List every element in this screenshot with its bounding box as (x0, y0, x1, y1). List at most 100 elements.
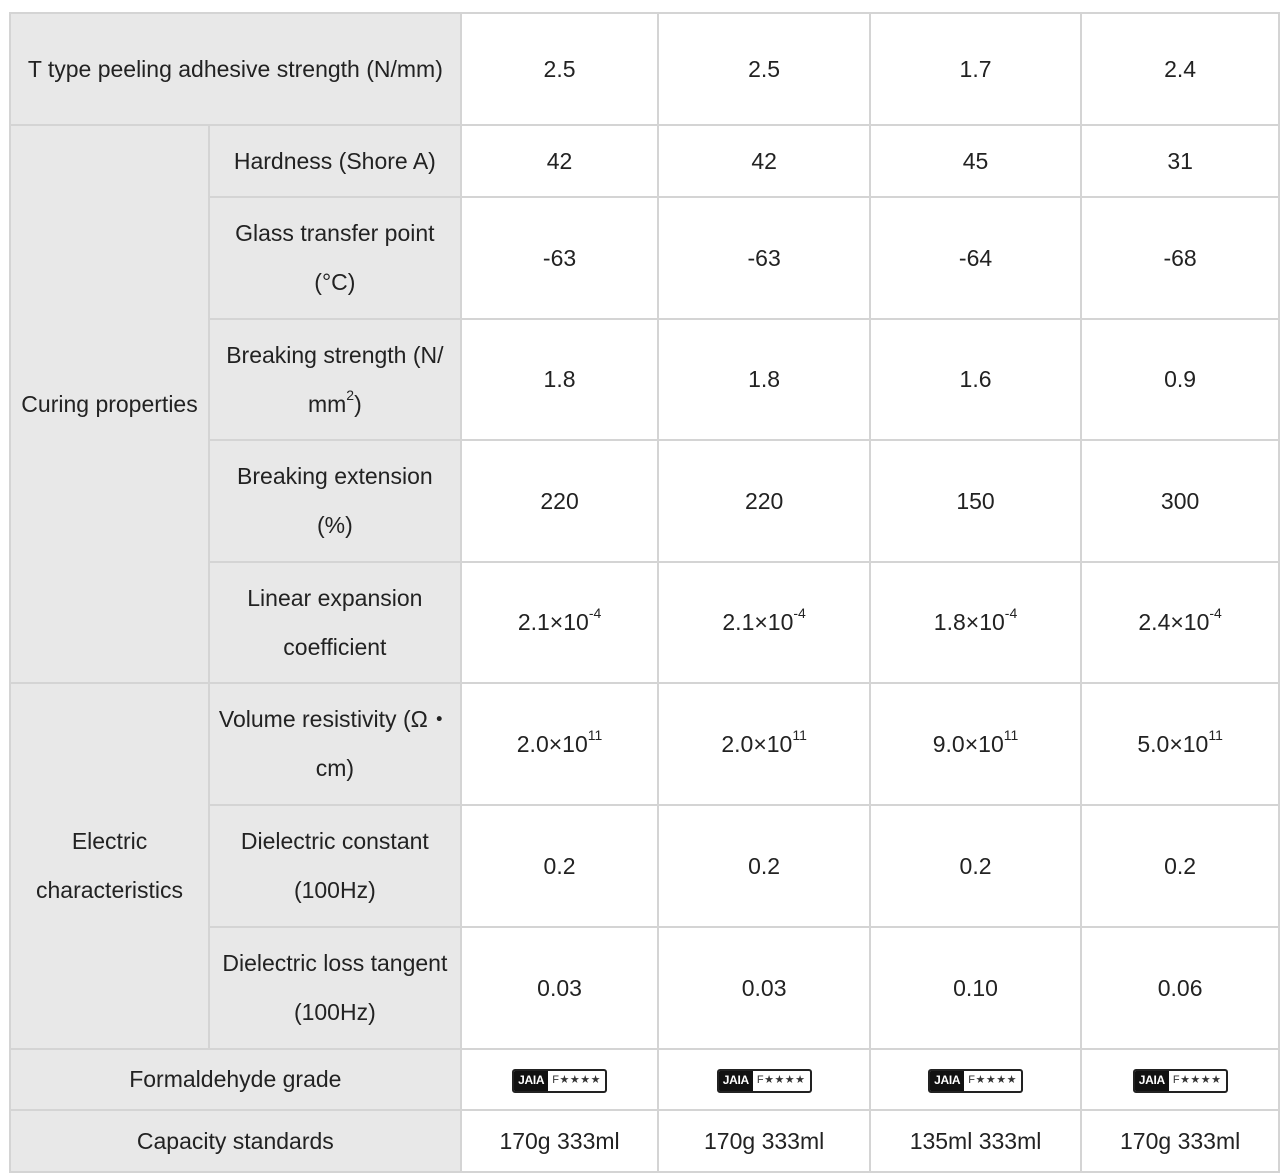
jaia-mark-icon: JAIA F★★★★ (928, 1068, 1023, 1093)
table-cell: -63 (657, 196, 871, 320)
row-label-glass-transfer: Glass transfer point (°C) (208, 196, 462, 320)
table-cell: 42 (657, 124, 871, 198)
mark-org: JAIA (718, 1070, 753, 1091)
table-cell: 2.1×10-4 (459, 561, 660, 684)
mark-grade: F★★★★ (1172, 1074, 1222, 1087)
table-cell: 220 (459, 439, 660, 563)
table-cell: JAIA F★★★★ (657, 1048, 871, 1111)
mark-grade: F★★★★ (756, 1074, 806, 1087)
table-row-dielectric-constant: Dielectric constant (100Hz) 0.2 0.2 0.2 … (10, 804, 1280, 928)
row-label-dielectric-constant: Dielectric constant (100Hz) (208, 804, 462, 928)
table-cell: 135ml 333ml (868, 1109, 1083, 1173)
table-row-breaking-extension: Breaking extension (%) 220 220 150 300 (10, 439, 1280, 563)
table-cell: 0.03 (657, 926, 871, 1050)
table-cell: 2.0×1011 (657, 682, 871, 806)
value-exponent: -4 (793, 605, 806, 622)
row-label-breaking-strength: Breaking strength (N/ mm2) (208, 318, 462, 441)
mark-org: JAIA (1134, 1070, 1169, 1091)
table-cell: 1.8 (657, 318, 871, 441)
row-label-volume-resistivity: Volume resistivity (Ω・ cm) (208, 682, 462, 806)
value-exponent: 11 (1003, 726, 1019, 743)
value-exponent: -4 (1209, 605, 1222, 622)
table-cell: 0.10 (868, 926, 1083, 1050)
table-cell: 2.5 (459, 12, 660, 126)
mark-grade: F★★★★ (968, 1074, 1017, 1087)
table-row-volume-resistivity: Electric characteristics Volume resistiv… (8, 682, 1280, 1050)
table-cell: 0.2 (868, 804, 1083, 928)
table-cell: 170g 333ml (657, 1109, 871, 1173)
table-row-dielectric-loss: Dielectric loss tangent (100Hz) 0.03 0.0… (10, 926, 1280, 1050)
table-row-linear-expansion: Linear expansion coefficient 2.1×10-4 2.… (10, 561, 1280, 684)
table-cell: 1.8×10-4 (868, 561, 1083, 684)
label-text-end: ) (354, 390, 362, 417)
row-label-breaking-extension: Breaking extension (%) (208, 439, 462, 563)
table-cell: 0.2 (1080, 804, 1280, 928)
mark-grade: F★★★★ (552, 1074, 601, 1087)
table-cell: 45 (868, 124, 1083, 198)
value-base: 9.0×10 (932, 730, 1004, 757)
table-cell: 2.4×10-4 (1080, 561, 1280, 684)
table-cell: 170g 333ml (1080, 1109, 1280, 1173)
table-row-glass-transfer: Glass transfer point (°C) -63 -63 -64 -6… (10, 196, 1280, 320)
table-cell: 2.5 (657, 12, 871, 126)
value-base: 5.0×10 (1137, 730, 1209, 757)
table-cell: 220 (657, 439, 871, 563)
table-cell: JAIA F★★★★ (1080, 1048, 1280, 1111)
value-exponent: 11 (1208, 726, 1223, 743)
value-exponent: -4 (588, 605, 602, 622)
value-exponent: 11 (792, 726, 807, 743)
value-exponent: -4 (1004, 605, 1018, 622)
table-row-t-peel: T type peeling adhesive strength (N/mm) … (9, 12, 1280, 126)
table-cell: 0.9 (1080, 318, 1280, 441)
table-cell: JAIA F★★★★ (459, 1048, 660, 1111)
value-base: 2.4×10 (1138, 609, 1210, 635)
value-base: 2.1×10 (517, 609, 589, 635)
table-cell: 2.0×1011 (459, 682, 660, 806)
value-base: 1.8×10 (933, 609, 1005, 635)
table-cell: 150 (868, 439, 1083, 563)
table-cell: 2.1×10-4 (657, 561, 871, 684)
label-text: Breaking strength (N/ mm (226, 341, 444, 417)
row-label-capacity: Capacity standards (9, 1109, 462, 1173)
table-cell: -63 (459, 196, 660, 320)
table-cell: 1.8 (459, 318, 660, 441)
row-label-dielectric-loss: Dielectric loss tangent (100Hz) (208, 926, 462, 1050)
table-cell: 170g 333ml (459, 1109, 660, 1173)
row-label-linear-expansion: Linear expansion coefficient (208, 561, 462, 684)
table-cell: 0.03 (459, 926, 660, 1050)
mark-org: JAIA (930, 1070, 965, 1091)
label-superscript: 2 (346, 386, 355, 403)
value-base: 2.0×10 (721, 730, 793, 757)
table-cell: 300 (1080, 439, 1280, 563)
table-cell: JAIA F★★★★ (868, 1048, 1083, 1111)
table-cell: -64 (868, 196, 1083, 320)
table-cell: 5.0×1011 (1080, 682, 1280, 806)
table-cell: 42 (459, 124, 660, 198)
table-row-capacity: Capacity standards 170g 333ml 170g 333ml… (9, 1109, 1280, 1173)
table-cell: 9.0×1011 (868, 682, 1083, 806)
group-label-electric: Electric characteristics (8, 682, 211, 1050)
table-row-hardness: Curing properties Hardness (Shore A) 42 … (8, 124, 1280, 684)
table-cell: -68 (1080, 196, 1280, 320)
value-base: 2.1×10 (722, 609, 794, 635)
jaia-mark-icon: JAIA F★★★★ (716, 1068, 812, 1093)
spec-table: T type peeling adhesive strength (N/mm) … (8, 12, 1280, 1173)
table-cell: 31 (1080, 124, 1280, 198)
table-row-formaldehyde: Formaldehyde grade JAIA F★★★★ JAIA F★★★★ J… (9, 1048, 1280, 1111)
jaia-mark-icon: JAIA F★★★★ (512, 1068, 607, 1093)
table-cell: 2.4 (1080, 12, 1280, 126)
jaia-mark-icon: JAIA F★★★★ (1132, 1068, 1228, 1093)
table-cell: 0.2 (459, 804, 660, 928)
row-label-formaldehyde: Formaldehyde grade (9, 1048, 462, 1111)
row-label-t-peel: T type peeling adhesive strength (N/mm) (9, 12, 462, 126)
value-exponent: 11 (587, 726, 603, 743)
mark-org: JAIA (514, 1070, 549, 1091)
table-cell: 1.7 (868, 12, 1083, 126)
table-cell: 0.2 (657, 804, 871, 928)
value-base: 2.0×10 (516, 730, 588, 757)
row-label-hardness: Hardness (Shore A) (208, 124, 462, 198)
group-label-curing: Curing properties (8, 124, 211, 684)
table-cell: 1.6 (868, 318, 1083, 441)
table-cell: 0.06 (1080, 926, 1280, 1050)
table-row-breaking-strength: Breaking strength (N/ mm2) 1.8 1.8 1.6 0… (10, 318, 1280, 441)
